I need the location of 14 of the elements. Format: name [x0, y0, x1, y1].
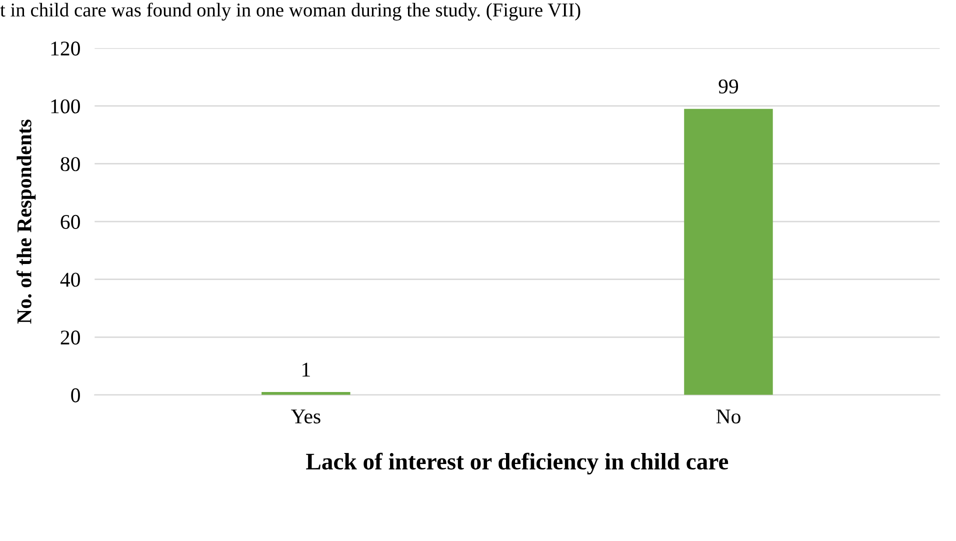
y-axis-title: No. of the Respondents	[16, 120, 36, 324]
y-tick-label: 40	[60, 272, 80, 287]
text: t in child care was found only in one woman during the study. (Figure VII)	[0, 2, 580, 21]
x-axis-title: Lack of interest or deficiency in child care	[306, 452, 728, 474]
y-tick-label: 20	[60, 330, 80, 345]
data-label: 99	[718, 79, 738, 94]
y-tick-label: 100	[51, 99, 80, 114]
y-tick-label: 120	[51, 42, 80, 56]
y-tick-label: 60	[60, 214, 80, 229]
y-tick-label: 0	[71, 388, 80, 402]
y-tick-label: 80	[60, 157, 80, 172]
x-tick-label: Yes	[290, 410, 320, 424]
data-label: 1	[302, 362, 310, 376]
x-tick-label: No	[716, 410, 740, 424]
